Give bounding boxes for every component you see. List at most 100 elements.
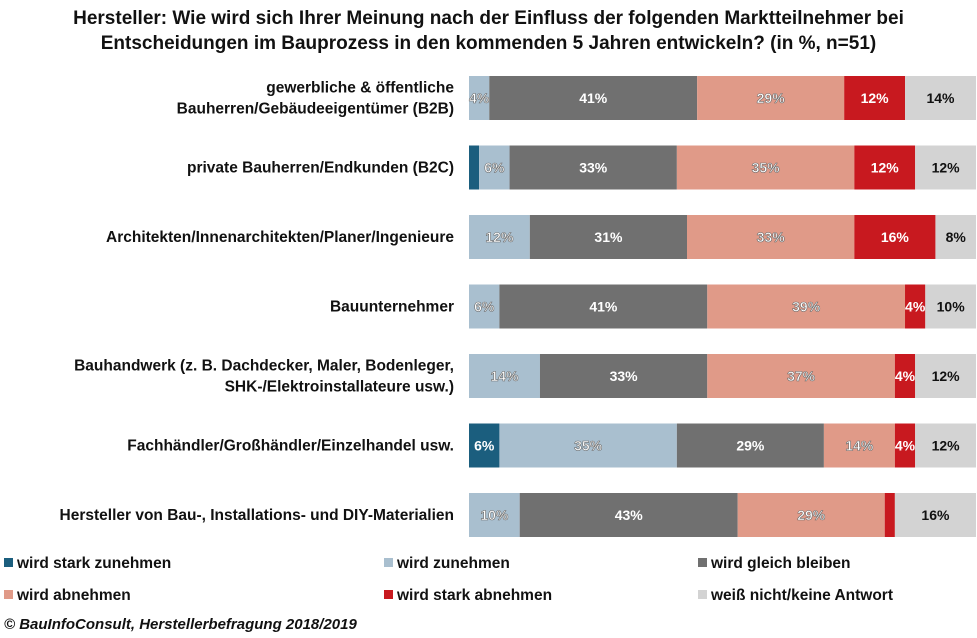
bar-segment	[469, 145, 480, 190]
data-label: 6%	[484, 160, 505, 176]
data-label: 4%	[469, 90, 490, 106]
bar-segment	[687, 215, 855, 259]
legend-item: wird gleich bleiben	[698, 554, 851, 574]
bar-segment	[915, 354, 976, 398]
data-label: 41%	[589, 299, 618, 315]
category-label: Bauhandwerk (z. B. Dachdecker, Maler, Bo…	[74, 358, 454, 396]
data-label: 12%	[485, 229, 514, 245]
bar-segment	[499, 284, 708, 329]
data-label: 12%	[932, 438, 961, 454]
data-label: 31%	[594, 229, 623, 245]
data-label: 4%	[895, 368, 916, 384]
data-label: 4%	[905, 299, 926, 315]
bar-segment	[707, 354, 895, 398]
data-label: 14%	[845, 438, 874, 454]
bar-segment	[509, 145, 677, 190]
legend-swatch	[698, 590, 707, 599]
bar-segment	[697, 76, 845, 120]
bar-segment	[469, 215, 530, 259]
bar-segment	[854, 215, 936, 259]
category-label: Fachhändler/Großhändler/Einzelhandel usw…	[127, 438, 454, 455]
bar-segment	[489, 76, 698, 120]
bar-segment	[823, 423, 895, 468]
legend-label: weiß nicht/keine Antwort	[711, 587, 893, 604]
data-label: 43%	[615, 507, 644, 523]
legend-item: wird zunehmen	[384, 554, 510, 574]
data-label: 6%	[474, 299, 495, 315]
legend-swatch	[384, 558, 393, 567]
bar-segment	[676, 145, 855, 190]
legend-label: wird abnehmen	[17, 587, 131, 604]
data-label: 35%	[752, 160, 781, 176]
bar-segment	[915, 423, 976, 468]
bar-segment	[676, 423, 824, 468]
source-note: © BauInfoConsult, Herstellerbefragung 20…	[4, 616, 357, 633]
data-label: 12%	[932, 160, 961, 176]
data-label: 29%	[757, 90, 786, 106]
data-label: 33%	[610, 368, 639, 384]
data-label: 37%	[787, 368, 816, 384]
data-label: 4%	[895, 438, 916, 454]
legend: wird stark zunehmen wird zunehmen wird gle…	[0, 554, 977, 616]
data-label: 16%	[921, 507, 950, 523]
category-label: Architekten/Innenarchitekten/Planer/Inge…	[106, 229, 454, 246]
data-label: 14%	[490, 368, 519, 384]
bar-segment	[894, 423, 916, 468]
legend-item: weiß nicht/keine Antwort	[698, 586, 893, 606]
bar-segment	[469, 354, 540, 398]
bar-segment	[905, 284, 926, 329]
category-label: private Bauherren/Endkunden (B2C)	[187, 160, 454, 177]
bar-segment	[925, 284, 976, 329]
bar-segment	[737, 493, 885, 537]
bar-segment	[915, 145, 976, 190]
bar-segment	[884, 493, 895, 537]
bar-segment	[479, 145, 510, 190]
legend-swatch	[384, 590, 393, 599]
data-label: 35%	[574, 438, 603, 454]
data-label: 33%	[579, 160, 608, 176]
bar-segment	[469, 284, 500, 329]
bar-segment	[499, 423, 677, 468]
legend-label: wird gleich bleiben	[711, 555, 851, 572]
data-label: 12%	[932, 368, 961, 384]
bar-segment	[905, 76, 976, 120]
data-label: 16%	[881, 229, 910, 245]
legend-label: wird zunehmen	[397, 555, 510, 572]
data-label: 10%	[480, 507, 509, 523]
legend-item: wird abnehmen	[4, 586, 131, 606]
bar-segment	[469, 423, 500, 468]
legend-item: wird stark abnehmen	[384, 586, 552, 606]
category-label: Hersteller von Bau-, Installations- und …	[60, 507, 454, 524]
data-label: 41%	[579, 90, 608, 106]
bar-segment	[707, 284, 906, 329]
chart-title: Hersteller: Wie wird sich Ihrer Meinung …	[73, 8, 904, 54]
legend-label: wird stark abnehmen	[397, 587, 553, 604]
data-label: 8%	[946, 229, 967, 245]
data-label: 12%	[871, 160, 900, 176]
legend-item: wird stark zunehmen	[4, 554, 171, 574]
bar-segment	[935, 215, 976, 259]
data-label: 14%	[926, 90, 955, 106]
bar-segment	[894, 354, 916, 398]
data-label: 29%	[736, 438, 765, 454]
bar-segment	[894, 493, 976, 537]
data-label: 39%	[792, 299, 821, 315]
category-label: Bauunternehmer	[330, 299, 454, 316]
bar-segment	[539, 354, 708, 398]
legend-swatch	[4, 558, 13, 567]
data-label: 6%	[474, 438, 495, 454]
category-label: gewerbliche & öffentliche Bauherren/Gebäu…	[177, 80, 455, 118]
data-label: 29%	[797, 507, 826, 523]
bar-segment	[844, 76, 906, 120]
data-label: 33%	[757, 229, 786, 245]
data-label: 12%	[861, 90, 890, 106]
legend-swatch	[698, 558, 707, 567]
bar-segment	[854, 145, 916, 190]
bar-segment	[529, 215, 688, 259]
legend-label: wird stark zunehmen	[17, 555, 172, 572]
bar-segment	[469, 76, 490, 120]
bar-segment	[469, 493, 520, 537]
data-label: 10%	[937, 299, 966, 315]
bar-segment	[519, 493, 738, 537]
